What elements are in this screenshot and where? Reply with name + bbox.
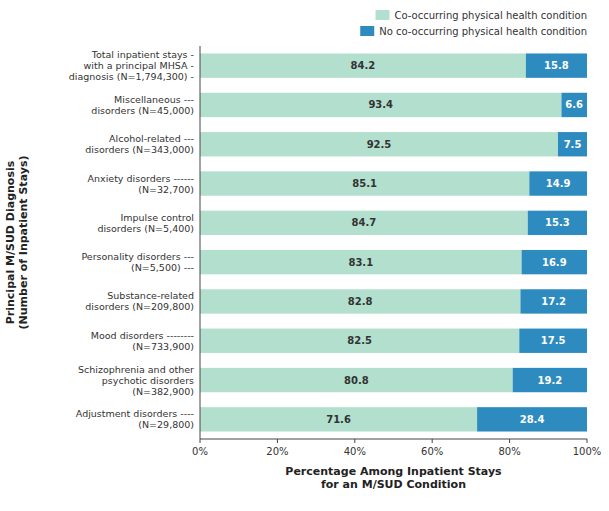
data-label: 82.5 (347, 335, 372, 346)
data-label: 85.1 (352, 178, 377, 189)
chart: 84.2 15.8 93.4 6.6 92.5 7.5 85.1 14.9 84.7 15.3 83… (0, 0, 609, 511)
x-tick (587, 439, 588, 443)
y-tick-label: Total inpatient stays -with a principal … (69, 49, 194, 82)
y-axis-label: Principal M/SUD Diagnosis(Number of Inpa… (4, 156, 30, 330)
bar (200, 250, 522, 274)
legend-item: Co-occurring physical health condition (376, 10, 587, 21)
y-tick-label: Impulse controldisorders (N=5,400) (97, 212, 194, 234)
x-tick-label: 0% (192, 446, 208, 457)
y-tick-label: Alcohol-related ---disorders (N=343,000) (85, 133, 194, 155)
y-tick-label: Adjustment disorders ----(N=29,800) (76, 408, 194, 430)
y-axis-line (200, 46, 201, 439)
data-label: 92.5 (367, 139, 392, 150)
data-label: 7.5 (564, 139, 582, 150)
y-tick-label: Schizophrenia and otherpsychotic disorde… (78, 364, 194, 397)
y-ticks: Total inpatient stays -with a principal … (69, 49, 194, 430)
x-ticks: 0% 20% 40% 60% 80% 100% (192, 439, 601, 457)
data-label: 84.7 (352, 217, 377, 228)
y-tick-label: Mood disorders --------(N=733,900) (91, 330, 194, 352)
bar (519, 329, 587, 353)
bar (200, 132, 558, 156)
y-tick-label: Substance-relateddisorders (N=209,800) (85, 290, 194, 312)
x-tick-label: 100% (573, 446, 602, 457)
y-tick-label: Anxiety disorders ------(N=32,700) (88, 173, 194, 195)
data-label: 82.8 (348, 296, 373, 307)
data-label: 14.9 (546, 178, 571, 189)
bar (200, 407, 477, 431)
data-label: 17.5 (541, 335, 566, 346)
x-tick-label: 20% (266, 446, 288, 457)
x-tick (354, 439, 355, 443)
bar (200, 368, 513, 392)
data-label: 28.4 (520, 414, 545, 425)
bar (200, 329, 519, 353)
bar (561, 93, 587, 117)
bar (513, 368, 587, 392)
x-tick (509, 439, 510, 443)
bar (200, 93, 561, 117)
bar (200, 289, 520, 313)
x-tick (432, 439, 433, 443)
data-label: 71.6 (326, 414, 351, 425)
data-label: 19.2 (538, 375, 563, 386)
data-label: 15.8 (544, 60, 569, 71)
bar (200, 211, 528, 235)
legend-swatch (376, 10, 390, 20)
bar (200, 53, 526, 77)
bar (520, 289, 587, 313)
data-label: 93.4 (368, 99, 393, 110)
data-label: 83.1 (348, 257, 373, 268)
bar (526, 53, 587, 77)
bar (200, 171, 529, 195)
data-label: 6.6 (565, 99, 583, 110)
legend: Co-occurring physical health condition No… (360, 10, 587, 37)
x-tick-label: 40% (344, 446, 366, 457)
legend-item: No co-occurring physical health conditio… (360, 26, 587, 37)
x-axis-label: Percentage Among Inpatient Staysfor an M… (285, 465, 502, 491)
data-label: 17.2 (541, 296, 566, 307)
data-label: 15.3 (545, 217, 570, 228)
y-tick-label: Personality disorders ---(N=5,500) --- (81, 251, 194, 273)
y-tick-label: Miscellaneous ---disorders (N=45,000) (91, 94, 194, 116)
bars (200, 53, 587, 431)
bar (522, 250, 587, 274)
data-label: 16.9 (542, 257, 567, 268)
bar (529, 171, 587, 195)
legend-label: Co-occurring physical health condition (395, 10, 587, 21)
x-tick-label: 80% (498, 446, 520, 457)
bar (528, 211, 587, 235)
bar (477, 407, 587, 431)
data-label: 80.8 (344, 375, 369, 386)
legend-swatch (360, 26, 374, 36)
x-tick (200, 439, 201, 443)
legend-label: No co-occurring physical health conditio… (379, 26, 587, 37)
x-tick (277, 439, 278, 443)
x-tick-label: 60% (421, 446, 443, 457)
x-axis-line (200, 439, 587, 440)
bar (558, 132, 587, 156)
data-label: 84.2 (351, 60, 376, 71)
data-labels: 84.2 15.8 93.4 6.6 92.5 7.5 85.1 14.9 84.7 15.3 83… (326, 60, 583, 425)
